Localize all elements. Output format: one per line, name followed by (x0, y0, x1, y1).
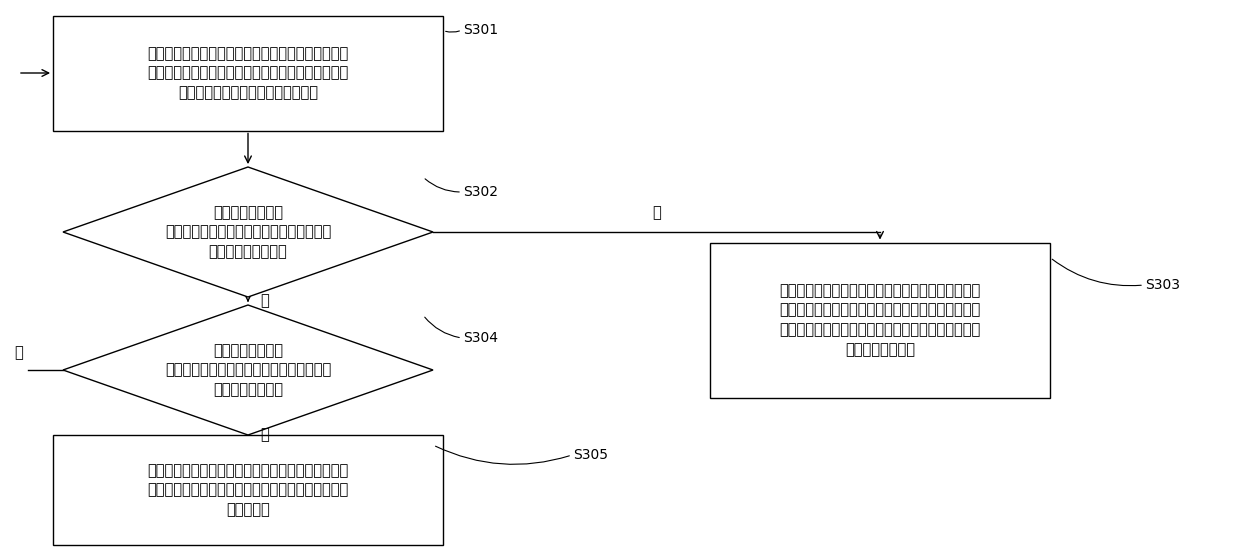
Text: 监测消息生产者发布到消息队列中间件中的总消息数
、消息生产者发布消息的速率、以及每个消息消费者
对消息队列中间件中消息的消费速率: 监测消息生产者发布到消息队列中间件中的总消息数 、消息生产者发布消息的速率、以及… (147, 46, 348, 100)
Text: 根据消息生产者发布消息的速率和每个消息消费者对
消息队列中间件中消息的消费速率，启动相应数量的
消息消费者，使启动的消息消费者对消息队列中间件
中的消息进行消费: 根据消息生产者发布消息的速率和每个消息消费者对 消息队列中间件中消息的消费速率，… (779, 283, 980, 357)
Text: S303: S303 (1145, 278, 1180, 292)
Text: 否: 否 (15, 345, 24, 360)
Polygon shape (63, 305, 432, 435)
Text: 判断消息生产者发
布到消息队列中间件中的总消息数是否大于
预设最大消息数阈值: 判断消息生产者发 布到消息队列中间件中的总消息数是否大于 预设最大消息数阈值 (165, 205, 331, 259)
Text: S301: S301 (463, 23, 498, 37)
Text: S302: S302 (463, 185, 498, 199)
Bar (53, 435, 444, 545)
Text: 判断消息生产者发
布到消息队列中间件中的总消息数是否小于
预设最小消息阈值: 判断消息生产者发 布到消息队列中间件中的总消息数是否小于 预设最小消息阈值 (165, 343, 331, 397)
Text: S305: S305 (572, 448, 608, 462)
Text: 是: 是 (260, 428, 269, 443)
Polygon shape (63, 167, 432, 297)
Text: S304: S304 (463, 331, 498, 345)
Text: 否: 否 (260, 293, 269, 309)
Text: 是: 是 (652, 205, 660, 220)
Text: 根据消息生产者发布消息的速率和每个消息消费者对
消息队列中间件中消息的消费速率，关闭相应数量的
消息消费者: 根据消息生产者发布消息的速率和每个消息消费者对 消息队列中间件中消息的消费速率，… (147, 463, 348, 517)
Bar (710, 243, 1049, 397)
Bar (53, 16, 444, 130)
